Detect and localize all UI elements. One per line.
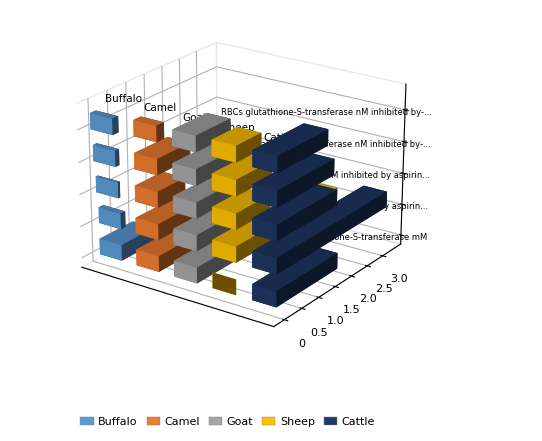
Legend: Buffalo, Camel, Goat, Sheep, Cattle: Buffalo, Camel, Goat, Sheep, Cattle (76, 412, 379, 431)
